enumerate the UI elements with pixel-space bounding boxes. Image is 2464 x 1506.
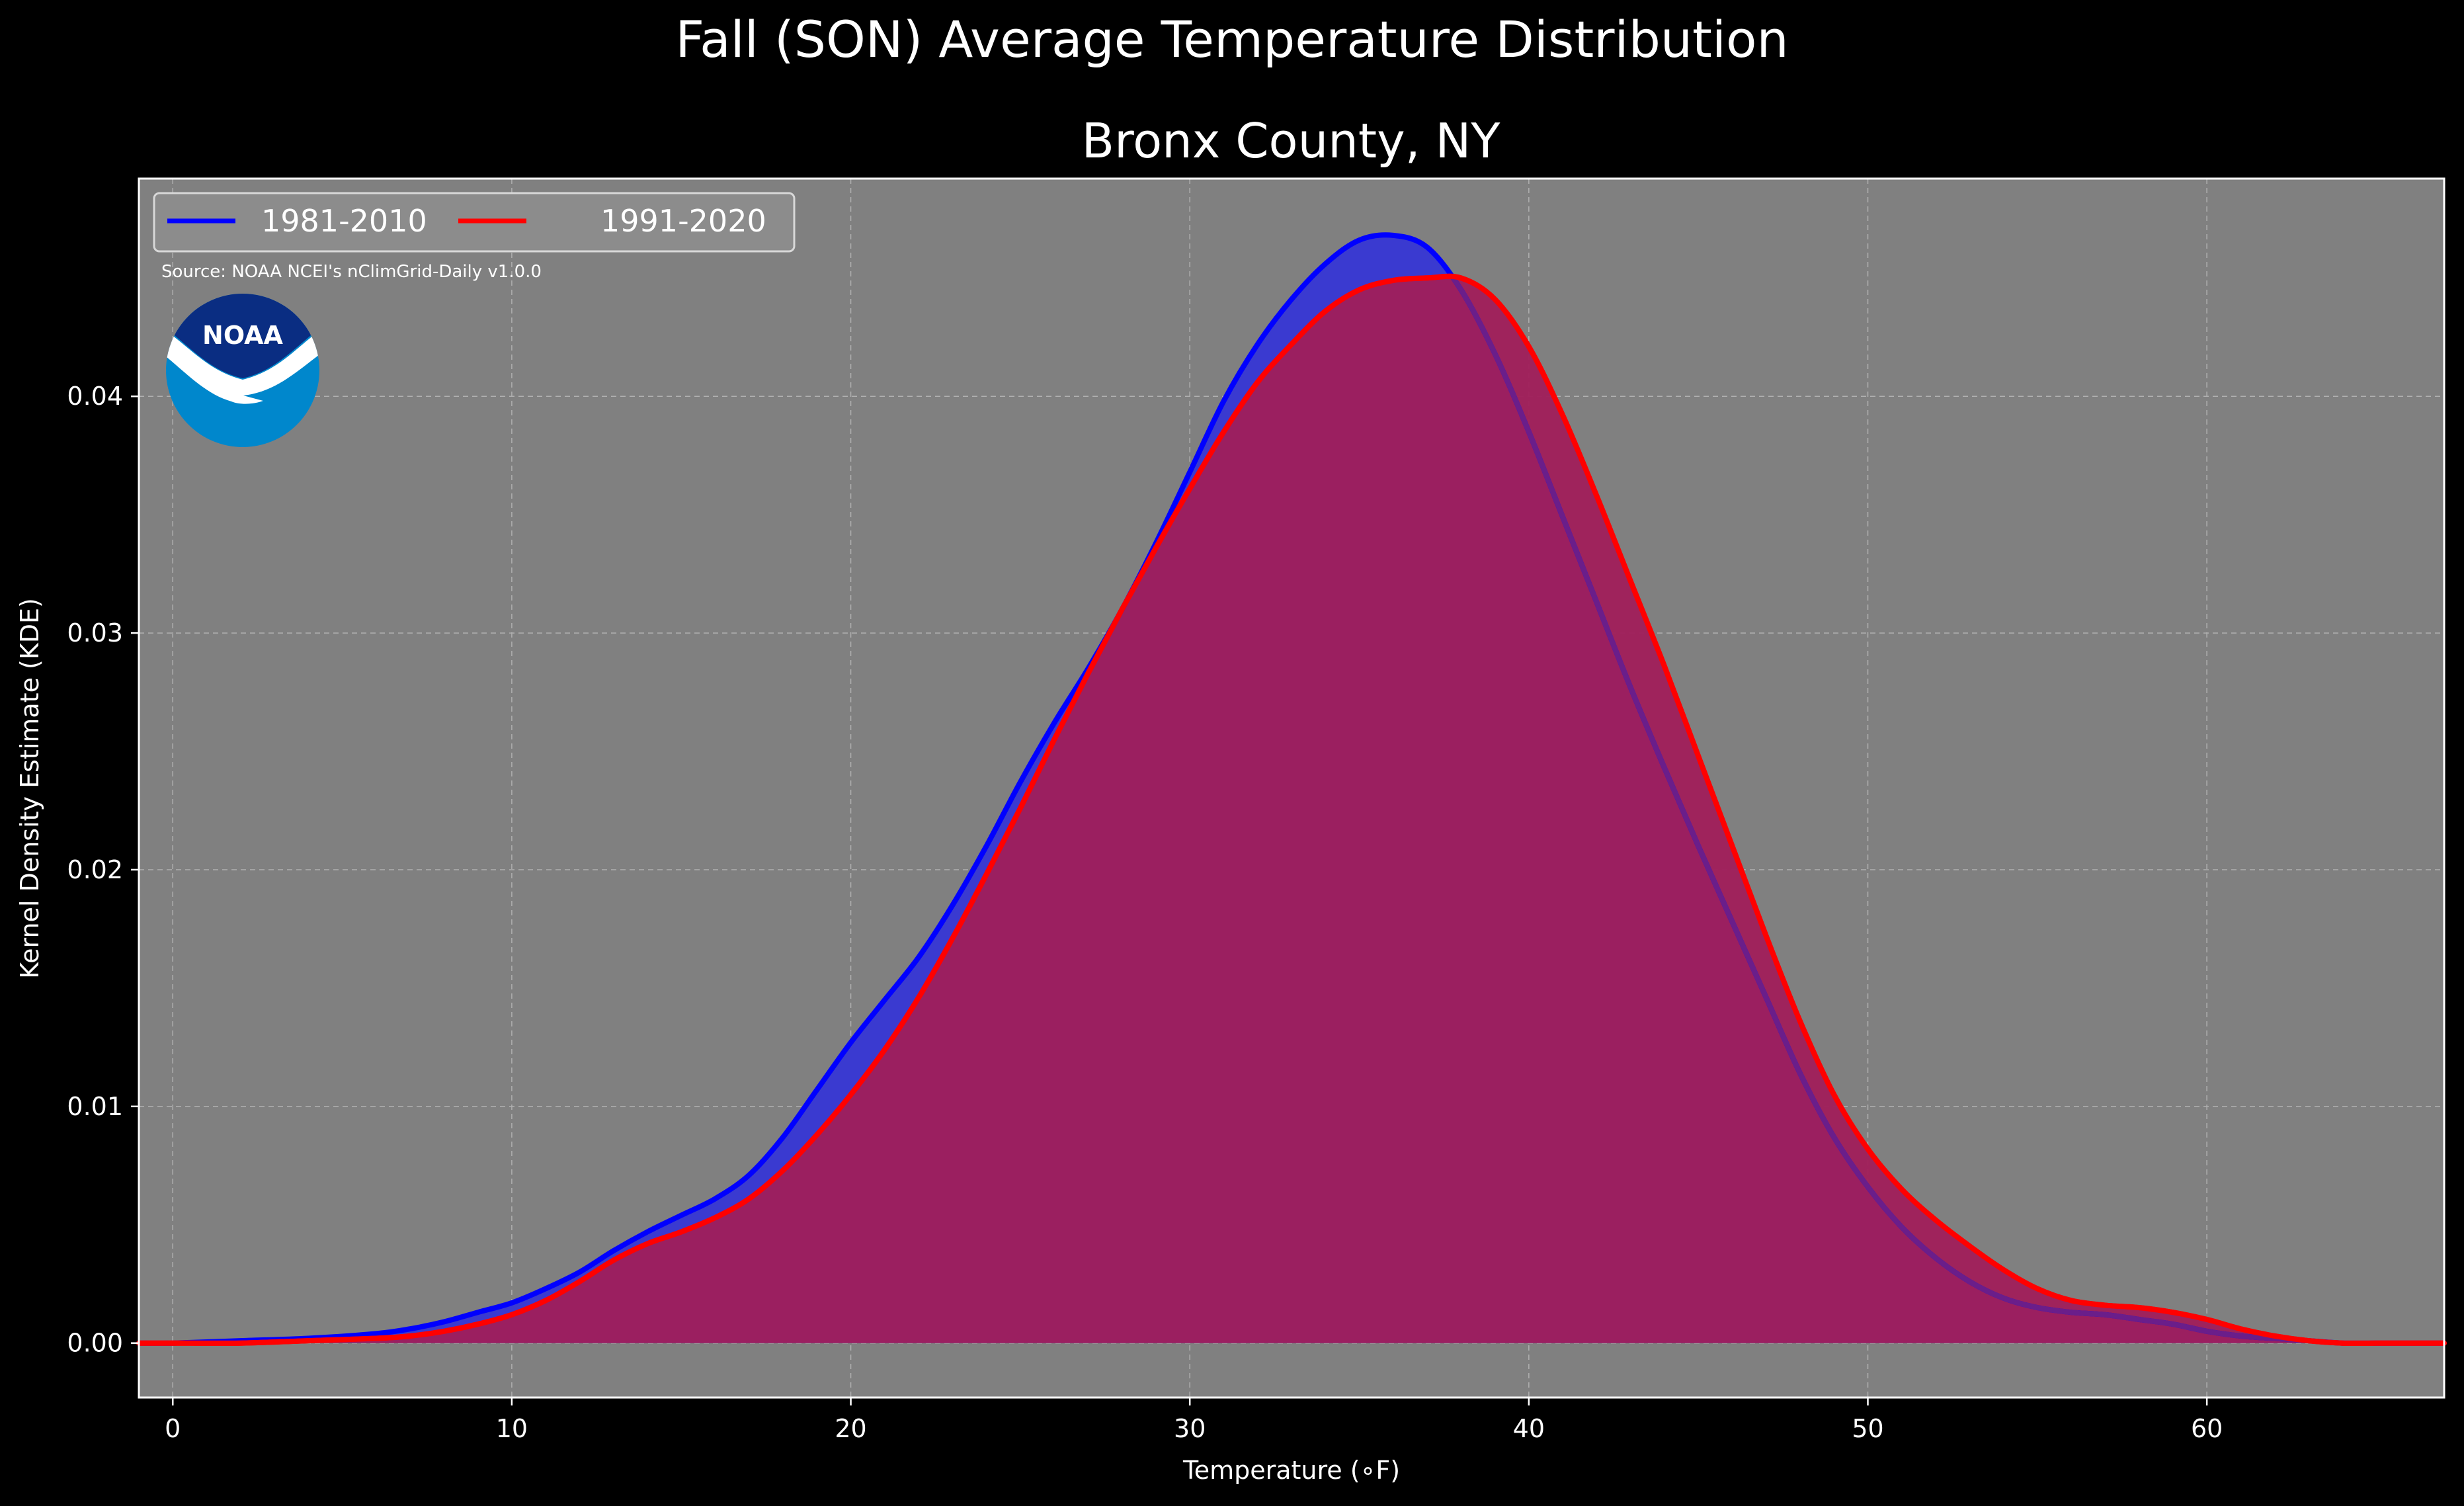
y-tick-label: 0.02 bbox=[67, 855, 123, 884]
y-axis-label: Kernel Density Estimate (KDE) bbox=[15, 598, 44, 979]
legend-label-1991-2020: 1991-2020 bbox=[600, 203, 766, 239]
y-tick-label: 0.03 bbox=[67, 618, 123, 648]
y-axis-ticks: 0.00 0.01 0.02 0.03 0.04 bbox=[67, 382, 139, 1358]
x-tick-label: 10 bbox=[496, 1414, 528, 1443]
legend-label-1981-2010: 1981-2010 bbox=[261, 203, 427, 239]
x-tick-label: 30 bbox=[1174, 1414, 1206, 1443]
source-note: Source: NOAA NCEI's nClimGrid-Daily v1.0… bbox=[161, 262, 542, 282]
x-tick-label: 20 bbox=[835, 1414, 866, 1443]
y-tick-label: 0.00 bbox=[67, 1329, 123, 1358]
x-axis-label: Temperature (∘F) bbox=[1182, 1456, 1400, 1485]
x-tick-label: 40 bbox=[1513, 1414, 1545, 1443]
chart-subtitle: Bronx County, NY bbox=[1082, 113, 1501, 169]
noaa-logo-text: NOAA bbox=[202, 321, 283, 350]
x-tick-label: 50 bbox=[1852, 1414, 1883, 1443]
legend: 1981-2010 1991-2020 bbox=[153, 192, 796, 253]
noaa-logo: NOAA bbox=[166, 294, 319, 447]
y-tick-label: 0.04 bbox=[67, 382, 123, 411]
density-fill-1991-2020 bbox=[139, 276, 2444, 1343]
chart-title: Fall (SON) Average Temperature Distribut… bbox=[675, 10, 1788, 69]
x-tick-label: 0 bbox=[165, 1414, 181, 1443]
y-tick-label: 0.01 bbox=[67, 1092, 123, 1121]
x-tick-label: 60 bbox=[2191, 1414, 2223, 1443]
density-lines bbox=[136, 232, 2447, 1346]
density-fills bbox=[139, 235, 2444, 1343]
x-axis-ticks: 0 10 20 30 40 50 60 bbox=[165, 1398, 2223, 1443]
density-line-top bbox=[136, 273, 2447, 1346]
plot-frame bbox=[138, 177, 2445, 1399]
